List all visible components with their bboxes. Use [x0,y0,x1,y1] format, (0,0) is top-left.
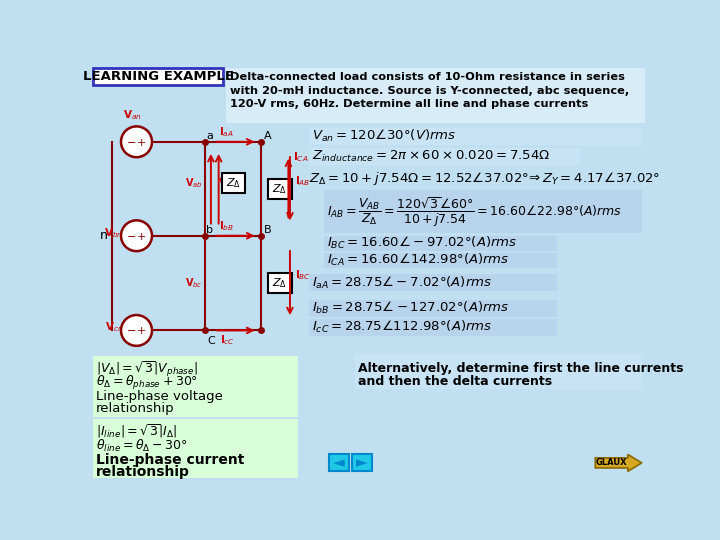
FancyBboxPatch shape [324,190,642,233]
Text: $I_{cC}=28.75\angle112.98°(A)rms$: $I_{cC}=28.75\angle112.98°(A)rms$ [312,319,492,335]
Text: ►: ► [356,455,368,470]
FancyBboxPatch shape [309,274,557,291]
Text: $I_{CA}=16.60\angle142.98°(A)rms$: $I_{CA}=16.60\angle142.98°(A)rms$ [327,252,510,268]
Text: $\mathbf{I}_{AB}$: $\mathbf{I}_{AB}$ [294,174,310,188]
Text: Delta-connected load consists of 10-Ohm resistance in series: Delta-connected load consists of 10-Ohm … [230,72,624,82]
Text: A: A [264,131,271,140]
FancyBboxPatch shape [324,253,557,268]
Text: −: − [127,232,136,241]
Circle shape [121,126,152,157]
Text: +: + [138,232,147,241]
Text: $\Rightarrow Z_Y=4.17\angle37.02°$: $\Rightarrow Z_Y=4.17\angle37.02°$ [526,171,660,187]
Text: Line-phase current: Line-phase current [96,453,245,467]
FancyBboxPatch shape [329,455,349,471]
Text: $Z_{inductance}=2\pi\times60\times0.020=7.54\Omega$: $Z_{inductance}=2\pi\times60\times0.020=… [312,149,550,164]
Text: $\mathbf{V}_{ca}$: $\mathbf{V}_{ca}$ [218,176,235,190]
FancyBboxPatch shape [93,68,223,85]
Text: Line-phase voltage: Line-phase voltage [96,390,223,403]
Text: b: b [206,225,213,234]
Text: C: C [208,336,215,346]
Text: $\theta_{\Delta}=\theta_{phase}+30°$: $\theta_{\Delta}=\theta_{phase}+30°$ [96,374,198,393]
FancyBboxPatch shape [309,300,557,316]
Text: $\mathbf{V}_{bn}$: $\mathbf{V}_{bn}$ [104,226,122,240]
Text: $\mathbf{V}_{ab}$: $\mathbf{V}_{ab}$ [184,176,202,190]
Text: GLAUX: GLAUX [595,458,627,468]
Text: −: − [127,326,136,336]
Circle shape [121,220,152,251]
Text: $I_{BC}=16.60\angle-97.02°(A)rms$: $I_{BC}=16.60\angle-97.02°(A)rms$ [327,235,518,252]
FancyBboxPatch shape [324,236,557,251]
Text: $I_{aA}=28.75\angle-7.02°(A)rms$: $I_{aA}=28.75\angle-7.02°(A)rms$ [312,275,492,291]
Text: a: a [206,131,213,140]
FancyBboxPatch shape [269,179,292,199]
Text: Alternatively, determine first the line currents: Alternatively, determine first the line … [358,362,684,375]
Text: ◄: ◄ [333,455,345,470]
Text: $Z_{\Delta}$: $Z_{\Delta}$ [226,177,241,190]
Text: +: + [138,138,147,147]
Text: $Z_{\Delta}$: $Z_{\Delta}$ [272,276,287,289]
Text: LEARNING EXAMPLE: LEARNING EXAMPLE [83,70,234,83]
Text: $Z_{\Delta}=10+j7.54\Omega=12.52\angle37.02°$: $Z_{\Delta}=10+j7.54\Omega=12.52\angle37… [309,170,528,187]
Text: relationship: relationship [96,465,190,479]
FancyBboxPatch shape [226,68,645,123]
FancyBboxPatch shape [269,273,292,293]
Text: $I_{bB}=28.75\angle-127.02°(A)rms$: $I_{bB}=28.75\angle-127.02°(A)rms$ [312,300,509,316]
Text: $|V_{\Delta}|=\sqrt{3}|V_{phase}|$: $|V_{\Delta}|=\sqrt{3}|V_{phase}|$ [96,359,198,379]
Text: +: + [138,326,147,336]
Circle shape [121,315,152,346]
Polygon shape [595,455,642,471]
Text: $V_{an}=120\angle30°(V)rms$: $V_{an}=120\angle30°(V)rms$ [312,129,456,145]
FancyBboxPatch shape [222,173,245,193]
FancyBboxPatch shape [93,356,299,417]
Text: and then the delta currents: and then the delta currents [358,375,552,388]
FancyBboxPatch shape [352,455,372,471]
Text: $\mathbf{I}_{aA}$: $\mathbf{I}_{aA}$ [219,126,233,139]
Text: $I_{AB}=\dfrac{V_{AB}}{Z_{\Delta}}=\dfrac{120\sqrt{3}\angle60°}{10+j7.54}=16.60\: $I_{AB}=\dfrac{V_{AB}}{Z_{\Delta}}=\dfra… [327,195,622,229]
FancyBboxPatch shape [93,419,299,477]
Text: with 20-mH inductance. Source is Y-connected, abc sequence,: with 20-mH inductance. Source is Y-conne… [230,85,629,96]
Text: n: n [100,230,108,242]
FancyBboxPatch shape [309,319,557,336]
Text: $\mathbf{V}_{an}$: $\mathbf{V}_{an}$ [123,108,142,122]
Text: $\mathbf{I}_{BC}$: $\mathbf{I}_{BC}$ [294,268,310,282]
Text: $\mathbf{V}_{cr}$: $\mathbf{V}_{cr}$ [104,320,122,334]
Text: $\mathbf{I}_{cC}$: $\mathbf{I}_{cC}$ [220,333,235,347]
Text: $|I_{line}|=\sqrt{3}|I_{\Delta}|$: $|I_{line}|=\sqrt{3}|I_{\Delta}|$ [96,422,178,440]
Text: $\mathbf{V}_{bc}$: $\mathbf{V}_{bc}$ [185,276,202,289]
FancyBboxPatch shape [309,128,642,145]
Text: $Z_{\Delta}$: $Z_{\Delta}$ [272,182,287,195]
FancyBboxPatch shape [355,354,642,389]
Text: −: − [127,138,136,147]
Text: 120-V rms, 60Hz. Determine all line and phase currents: 120-V rms, 60Hz. Determine all line and … [230,99,588,110]
Text: $\mathbf{I}_{bB}$: $\mathbf{I}_{bB}$ [219,220,234,233]
Text: $\mathbf{I}_{CA}$: $\mathbf{I}_{CA}$ [293,150,309,164]
Text: relationship: relationship [96,402,175,415]
FancyBboxPatch shape [309,148,580,165]
Text: $\theta_{line}=\theta_{\Delta}-30°$: $\theta_{line}=\theta_{\Delta}-30°$ [96,437,188,454]
Text: B: B [264,225,271,234]
